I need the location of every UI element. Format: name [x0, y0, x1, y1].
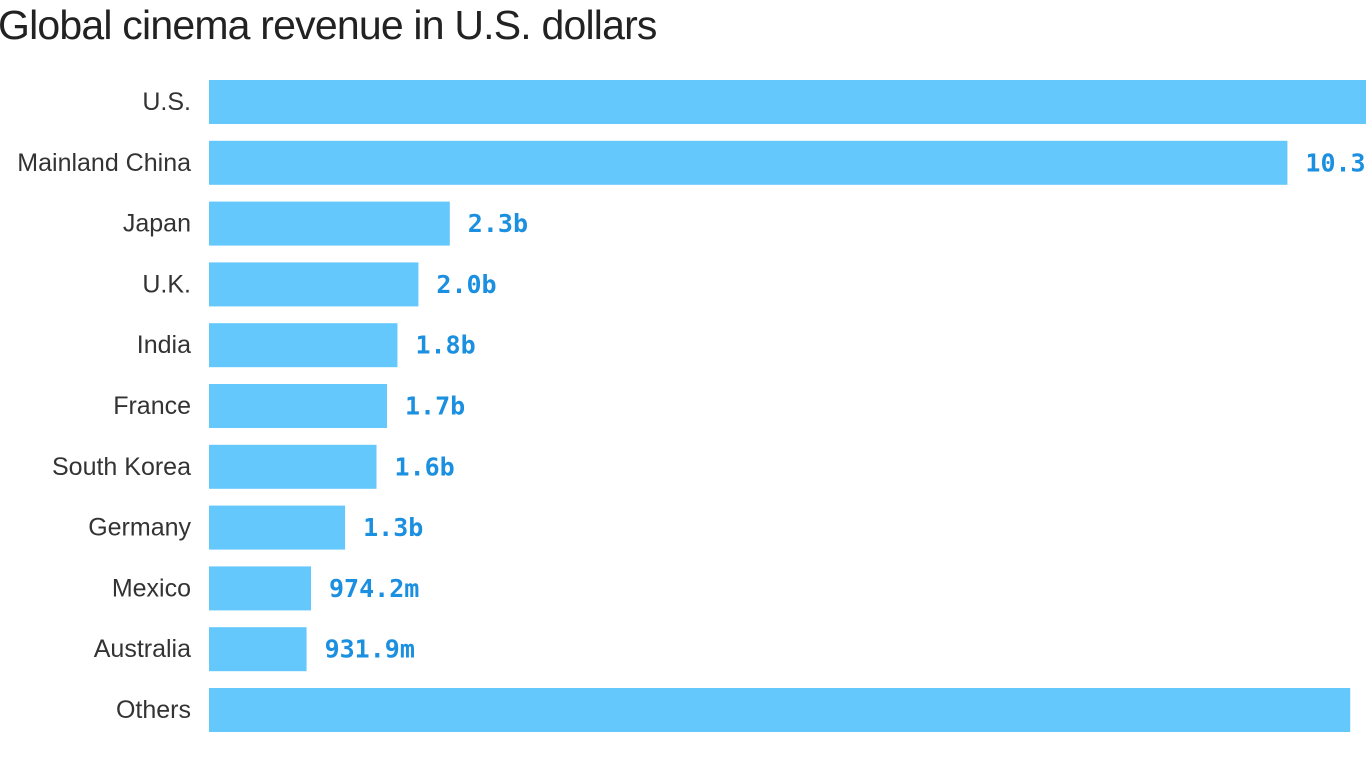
category-label: India: [137, 331, 191, 359]
bar-3: [209, 262, 419, 307]
category-label: Germany: [88, 514, 191, 542]
category-label: U.S.: [142, 88, 191, 116]
value-label: 1.8b: [415, 331, 475, 360]
category-label: Mexico: [112, 574, 191, 602]
value-label: 974.2m: [329, 574, 419, 603]
value-label: 2.0b: [436, 270, 496, 299]
bar-2: [209, 201, 450, 246]
category-label: Australia: [94, 635, 191, 663]
bar-7: [209, 505, 346, 550]
value-label: 2.3b: [468, 209, 528, 238]
bar-8: [209, 566, 311, 611]
category-label: U.K.: [142, 270, 191, 298]
chart-title: Global cinema revenue in U.S. dollars: [0, 2, 657, 48]
bar-6: [209, 444, 377, 489]
value-label: 1.3b: [363, 513, 423, 542]
bar-9: [209, 627, 307, 672]
bar-1: [209, 140, 1288, 185]
bar-4: [209, 323, 398, 368]
bar-5: [209, 384, 387, 428]
category-label: Japan: [123, 210, 191, 238]
value-label: 1.6b: [395, 452, 455, 481]
value-label: 931.9m: [325, 635, 415, 664]
category-label: France: [113, 392, 191, 420]
category-label: South Korea: [52, 453, 191, 481]
bar-0: [209, 80, 1366, 124]
bar-10: [209, 688, 1351, 732]
category-label: Others: [116, 696, 191, 724]
value-label: 10.3: [1305, 148, 1365, 177]
category-label: Mainland China: [17, 149, 191, 177]
value-label: 1.7b: [405, 392, 465, 421]
